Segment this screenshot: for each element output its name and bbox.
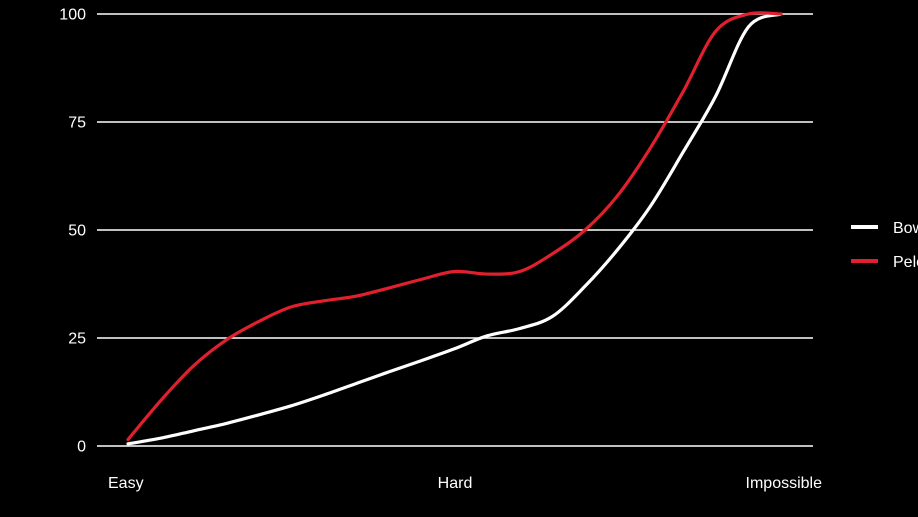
series-lines [126, 11, 783, 446]
gridlines [97, 13, 813, 447]
x-axis-tick-labels: Easy Hard Impossible [108, 475, 822, 492]
y-tick-label: 25 [68, 331, 86, 348]
legend-label: Bowling [893, 220, 918, 237]
y-tick-label: 0 [77, 439, 86, 456]
legend: Bowling Peloton [851, 220, 918, 271]
y-tick-label: 75 [68, 115, 86, 132]
y-tick-label: 100 [59, 7, 86, 24]
x-tick-label: Impossible [746, 475, 823, 492]
x-tick-label: Easy [108, 475, 144, 492]
series-line-bowling [126, 12, 783, 446]
y-axis-tick-labels: 0 25 50 75 100 [59, 7, 86, 456]
legend-label: Peloton [893, 254, 918, 271]
x-tick-label: Hard [438, 475, 473, 492]
y-tick-label: 50 [68, 223, 86, 240]
series-line-peloton [126, 11, 783, 442]
